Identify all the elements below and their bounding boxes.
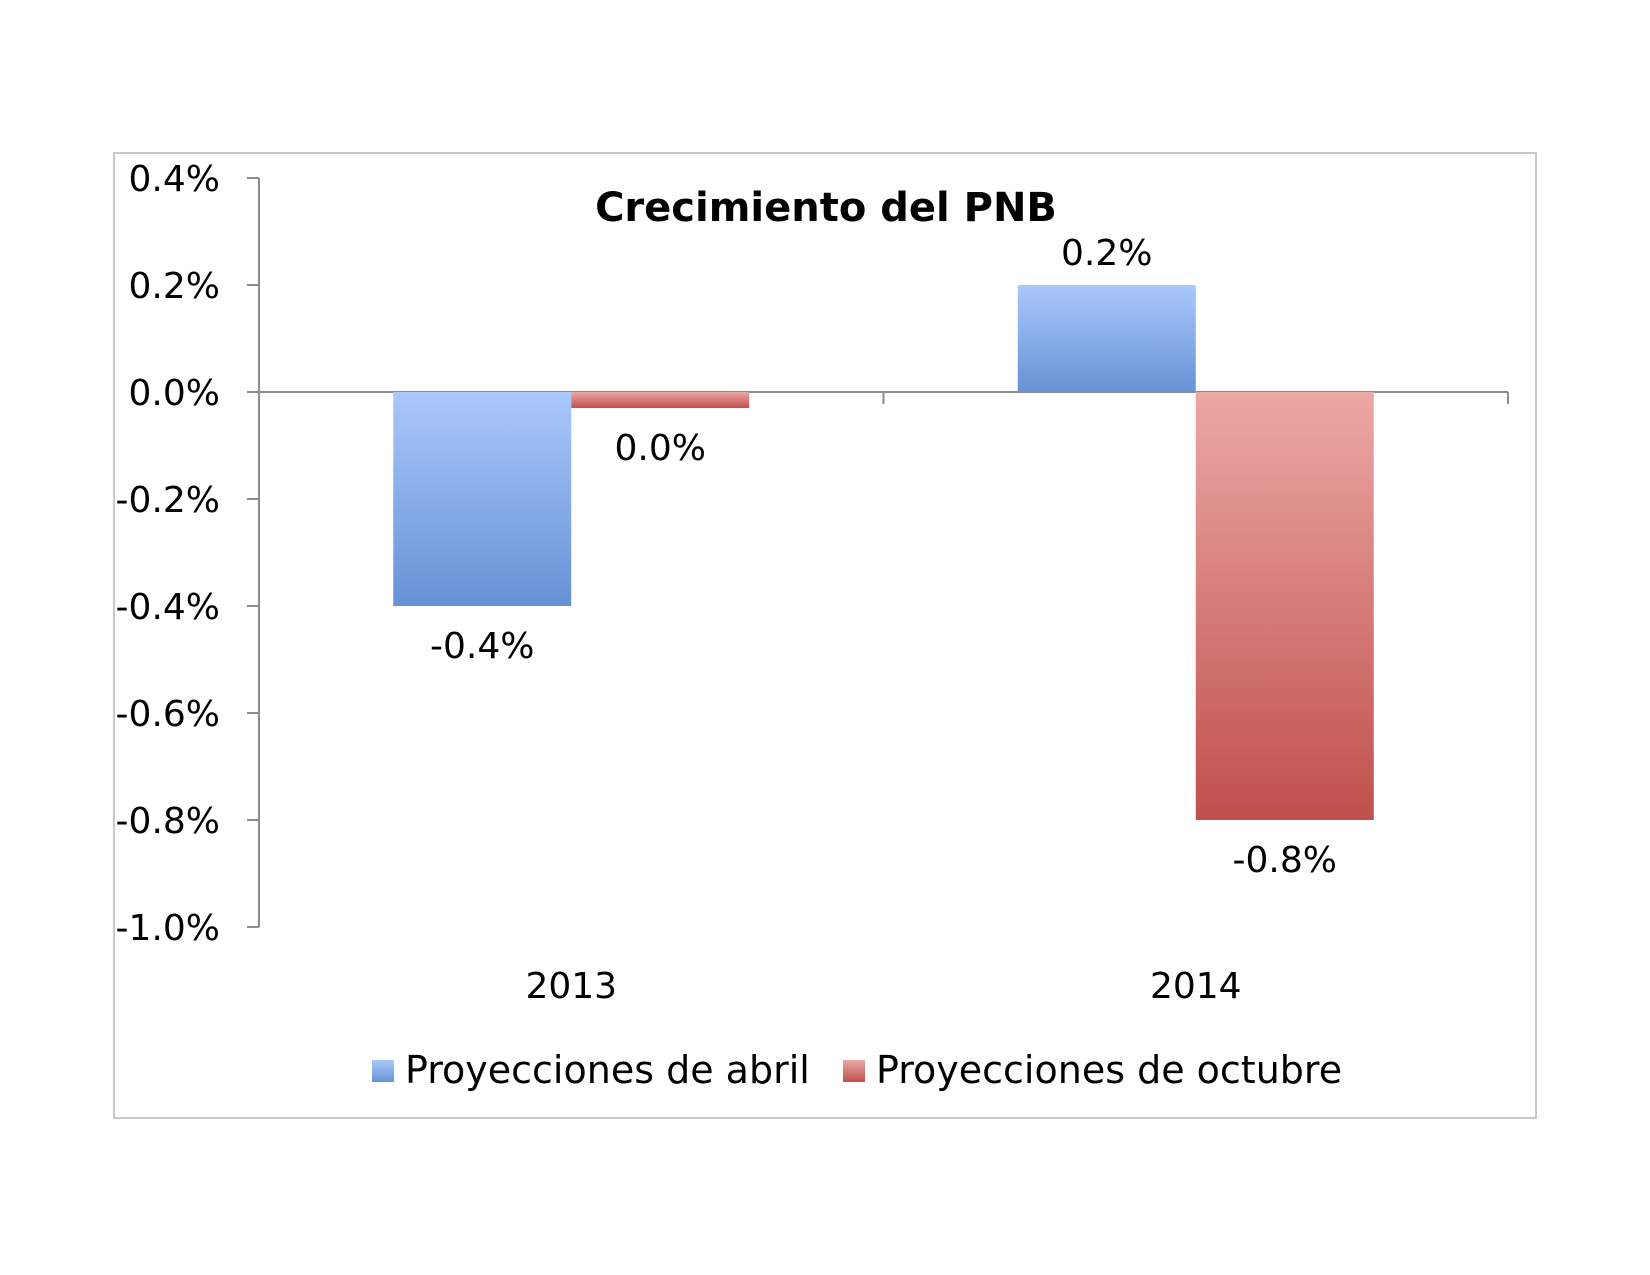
legend-swatch: [372, 1060, 394, 1082]
y-tick-label: -0.2%: [116, 480, 220, 521]
x-category-label: 2013: [525, 966, 617, 1007]
legend-label: Proyecciones de octubre: [876, 1048, 1342, 1092]
axes: 0.4% 0.2% 0.0% -0.2% -0.4% -0.6% -0.8% -1.0%: [116, 159, 1509, 949]
x-category-label: 2014: [1150, 966, 1242, 1007]
y-tick-label: -1.0%: [116, 908, 220, 949]
chart-title: Crecimiento del PNB: [595, 185, 1057, 231]
bar-2014-series-1: [1017, 285, 1196, 392]
y-tick-label: -0.8%: [116, 801, 220, 842]
data-label: 0.0%: [615, 428, 706, 469]
bar-2013-series-2: [571, 392, 750, 409]
data-label: -0.8%: [1233, 840, 1337, 881]
legend: Proyecciones de abril Proyecciones de oct…: [372, 1048, 1342, 1092]
bars: [393, 285, 1374, 820]
y-tick-label: 0.0%: [129, 373, 220, 414]
data-label: -0.4%: [430, 626, 534, 667]
labels: -0.4% 0.0% 2013 0.2% -0.8% 2014: [430, 233, 1337, 1007]
data-label: 0.2%: [1061, 233, 1152, 274]
y-tick-label: -0.6%: [116, 694, 220, 735]
bar-2013-series-1: [393, 392, 572, 606]
y-tick-label: -0.4%: [116, 587, 220, 628]
y-tick-label: 0.4%: [129, 159, 220, 200]
bar-2014-series-2: [1195, 392, 1374, 820]
legend-swatch: [843, 1060, 865, 1082]
legend-label: Proyecciones de abril: [405, 1048, 810, 1092]
y-tick-label: 0.2%: [129, 266, 220, 307]
